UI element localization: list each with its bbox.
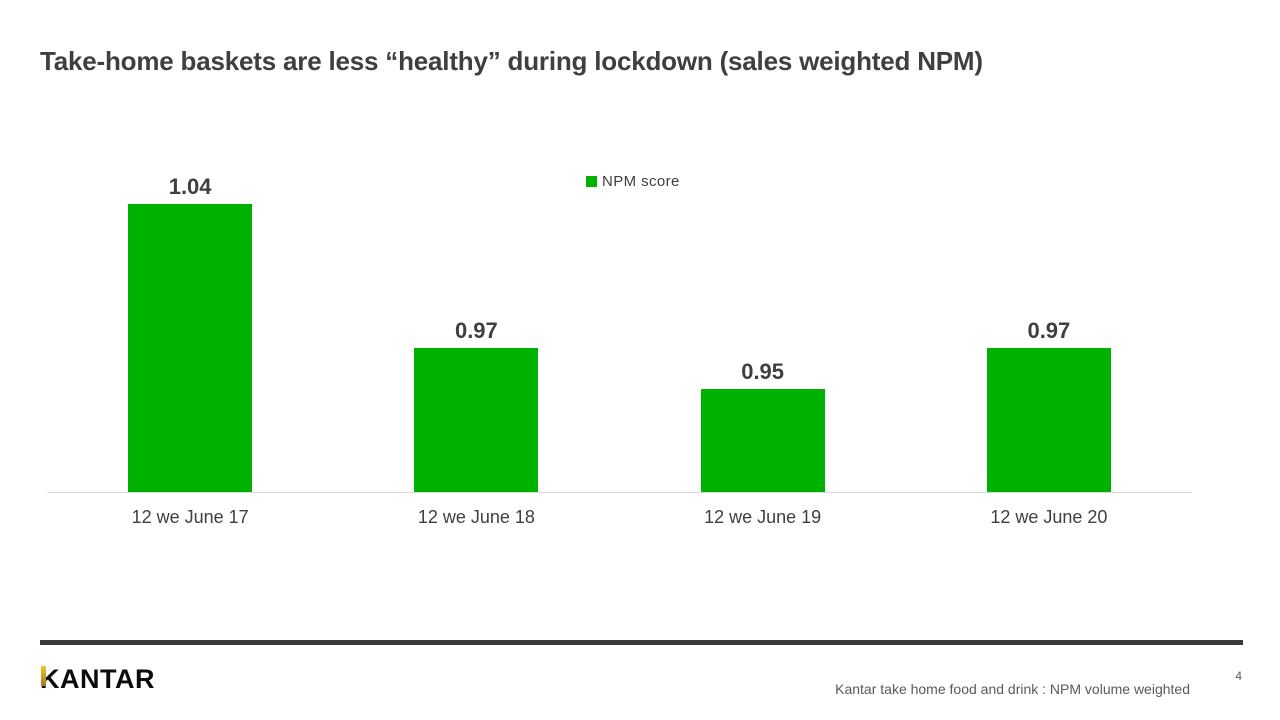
kantar-wordmark: KANTAR	[40, 664, 155, 694]
bar-value-label: 1.04	[168, 173, 212, 199]
footer-divider	[40, 640, 1243, 645]
chart-bar	[128, 204, 253, 492]
category-label: 12 we June 19	[704, 507, 822, 527]
chart-bar	[700, 389, 825, 492]
bar-value-label: 0.95	[741, 358, 785, 384]
bar-group: 0.97	[906, 150, 1192, 492]
category-label: 12 we June 20	[990, 507, 1108, 527]
kantar-gold-stem-icon	[41, 666, 46, 686]
category-label: 12 we June 17	[131, 507, 249, 527]
legend-label: NPM score	[602, 173, 680, 190]
bar-group: 1.04	[47, 150, 333, 492]
bar-chart: 1.04 0.97 0.95 0.97 12 we June 17 12 we June…	[47, 150, 1192, 527]
bar-value-label: 0.97	[454, 317, 498, 343]
bar-value-label: 0.97	[1027, 317, 1071, 343]
chart-bar	[986, 348, 1111, 492]
slide-title: Take-home baskets are less “healthy” dur…	[40, 46, 983, 76]
chart-legend: NPM score	[586, 173, 680, 190]
bars-area: 1.04 0.97 0.95 0.97	[47, 150, 1192, 492]
page-number: 4	[1235, 669, 1242, 683]
bar-group: 0.97	[333, 150, 619, 492]
legend-swatch-icon	[586, 176, 597, 187]
x-axis-line	[47, 492, 1192, 493]
category-label: 12 we June 18	[417, 507, 535, 527]
chart-bar	[414, 348, 539, 492]
x-axis-labels: 12 we June 17 12 we June 18 12 we June 19 1…	[47, 507, 1192, 528]
kantar-logo: KANTAR	[40, 666, 155, 693]
source-note: Kantar take home food and drink : NPM vo…	[835, 681, 1190, 697]
bar-group: 0.95	[620, 150, 906, 492]
